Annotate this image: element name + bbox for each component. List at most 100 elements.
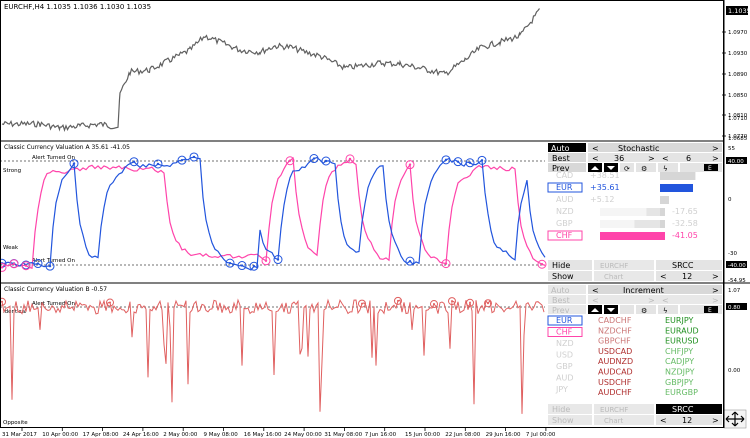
pair-label-green[interactable]: GBPJPY bbox=[665, 378, 694, 387]
chart-value-b: 12 bbox=[682, 416, 692, 425]
pair-label-red[interactable]: NZDCHF bbox=[598, 326, 632, 335]
chart-button[interactable] bbox=[594, 271, 654, 281]
best-button[interactable] bbox=[548, 153, 586, 162]
pair-label-green[interactable]: EURGBP bbox=[665, 388, 698, 397]
scale-tick-label: -54.95 bbox=[728, 278, 746, 284]
settings-button-b[interactable] bbox=[636, 305, 656, 314]
time-label: 2 May 00:00 bbox=[163, 432, 198, 438]
mode-selector-b[interactable] bbox=[588, 285, 722, 294]
scale-tick-label: -30 bbox=[728, 251, 737, 257]
best-button-b[interactable] bbox=[548, 295, 586, 304]
src-button[interactable] bbox=[656, 260, 722, 270]
signal-marker bbox=[33, 259, 43, 269]
svg-text:E: E bbox=[708, 307, 712, 314]
currency-label: CHF bbox=[556, 328, 573, 337]
link-button[interactable] bbox=[620, 163, 634, 172]
svg-text:>[interactable]: > bbox=[712, 416, 719, 425]
currency-label: AUD bbox=[556, 195, 574, 204]
hide-button[interactable] bbox=[548, 260, 592, 270]
chart-stepper-b[interactable] bbox=[656, 415, 722, 425]
correlation-line bbox=[1, 298, 545, 414]
signal-dot bbox=[408, 259, 412, 263]
signal-markers-b bbox=[0, 296, 492, 309]
panel-a-title: Classic Currency Valuation A 35.61 -41.0… bbox=[4, 144, 130, 151]
auto-button[interactable] bbox=[548, 143, 586, 152]
pair-label-green[interactable]: CADJPY bbox=[665, 357, 694, 366]
price-tag bbox=[726, 6, 748, 15]
mode-prev-arrow-b[interactable]: < bbox=[592, 286, 599, 295]
best2-dec-arrow[interactable]: < bbox=[662, 154, 669, 163]
pair-label-red[interactable]: CADCHF bbox=[598, 316, 632, 325]
best2-inc-arrow[interactable]: > bbox=[712, 154, 719, 163]
scale-tick-label: 0.80 bbox=[728, 305, 741, 311]
pair-label-green[interactable]: CHFJPY bbox=[665, 347, 693, 356]
best-dec-arrow[interactable]: < bbox=[592, 154, 599, 163]
pair-label-red[interactable]: AUDCHF bbox=[598, 388, 632, 397]
email-button-b[interactable] bbox=[680, 305, 722, 314]
show-button[interactable] bbox=[548, 271, 592, 281]
svg-text:<[interactable]: < bbox=[660, 416, 667, 425]
pair-label-red[interactable]: AUDNZD bbox=[598, 357, 633, 366]
best-label: Best bbox=[552, 154, 570, 163]
pair-button-b[interactable] bbox=[594, 404, 654, 414]
prev-button[interactable] bbox=[548, 163, 586, 172]
identical-label: Identical bbox=[3, 309, 27, 315]
svg-text:>[interactable]: > bbox=[712, 296, 719, 305]
time-label: 22 Jun 08:00 bbox=[445, 432, 480, 438]
pair-label-red[interactable]: GBPCHF bbox=[598, 337, 631, 346]
chart-dec-arrow[interactable]: < bbox=[660, 272, 667, 281]
link-button-b[interactable] bbox=[620, 305, 634, 314]
src-button-b[interactable] bbox=[656, 404, 722, 414]
svg-text:<[interactable]: < bbox=[592, 296, 599, 305]
alert-button-b[interactable] bbox=[658, 305, 678, 314]
mode-selector[interactable] bbox=[588, 143, 722, 152]
currency-box[interactable] bbox=[547, 315, 583, 326]
svg-text:<[interactable]: < bbox=[662, 296, 669, 305]
signal-marker bbox=[477, 155, 487, 165]
indicator-panel-a[interactable]: Classic Currency Valuation A 35.61 -41.0… bbox=[0, 144, 750, 284]
mode-next-arrow-b[interactable]: > bbox=[712, 286, 719, 295]
signal-marker bbox=[448, 297, 456, 306]
signal-dot bbox=[180, 158, 184, 162]
show-button-b[interactable] bbox=[548, 415, 592, 425]
pair-label-green[interactable]: NZDJPY bbox=[665, 368, 695, 377]
time-label: 7 Jul 00:00 bbox=[526, 432, 556, 438]
pair-label-red[interactable]: AUDCAD bbox=[598, 368, 633, 377]
scale-tick-label: 0 bbox=[728, 197, 732, 203]
email-icon bbox=[704, 164, 718, 171]
auto-button-b[interactable] bbox=[548, 285, 586, 294]
chart-inc-arrow[interactable]: > bbox=[712, 272, 719, 281]
signal-dot bbox=[361, 302, 363, 305]
pair-button[interactable] bbox=[594, 260, 654, 270]
panel-a-scale: 55 40.00 0 -30 -40.00 -54.95 bbox=[726, 146, 747, 284]
mode-prev-arrow[interactable]: < bbox=[592, 144, 599, 153]
pair-label-green[interactable]: EURJPY bbox=[665, 316, 693, 325]
alert-button[interactable] bbox=[658, 163, 678, 172]
currency-box[interactable] bbox=[547, 230, 583, 241]
mode-next-arrow[interactable]: > bbox=[712, 144, 719, 153]
signal-dot bbox=[480, 159, 484, 162]
indicator-panel-b[interactable]: Classic Currency Valuation B -0.57 Alert… bbox=[0, 286, 747, 426]
main-price-panel[interactable]: EURCHF,H4 1.1035 1.1036 1.1030 1.1035 1.… bbox=[0, 0, 750, 142]
chart-button-b[interactable] bbox=[594, 415, 654, 425]
best-stepper-b[interactable] bbox=[588, 295, 722, 304]
pair-label-green[interactable]: EURAUD bbox=[665, 326, 699, 335]
signal-dot bbox=[312, 157, 316, 160]
svg-text:>[interactable]: > bbox=[648, 296, 655, 305]
currency-box[interactable] bbox=[547, 182, 583, 193]
best-inc-arrow[interactable]: > bbox=[648, 154, 655, 163]
currency-box[interactable] bbox=[547, 327, 583, 337]
price-line bbox=[1, 8, 540, 133]
pair-label-red[interactable]: USDCAD bbox=[598, 347, 632, 356]
pair-label-green[interactable]: EURUSD bbox=[665, 337, 699, 346]
chart-stepper[interactable] bbox=[656, 271, 722, 281]
pair-label-red[interactable]: USDCHF bbox=[598, 378, 632, 387]
best-stepper[interactable] bbox=[588, 153, 722, 162]
hide-button-b[interactable] bbox=[548, 404, 592, 414]
email-button[interactable] bbox=[680, 163, 722, 172]
prev-label: Prev bbox=[552, 164, 570, 173]
settings-button[interactable] bbox=[636, 163, 656, 172]
signal-marker bbox=[273, 255, 283, 265]
prev-button-b[interactable] bbox=[548, 305, 586, 314]
